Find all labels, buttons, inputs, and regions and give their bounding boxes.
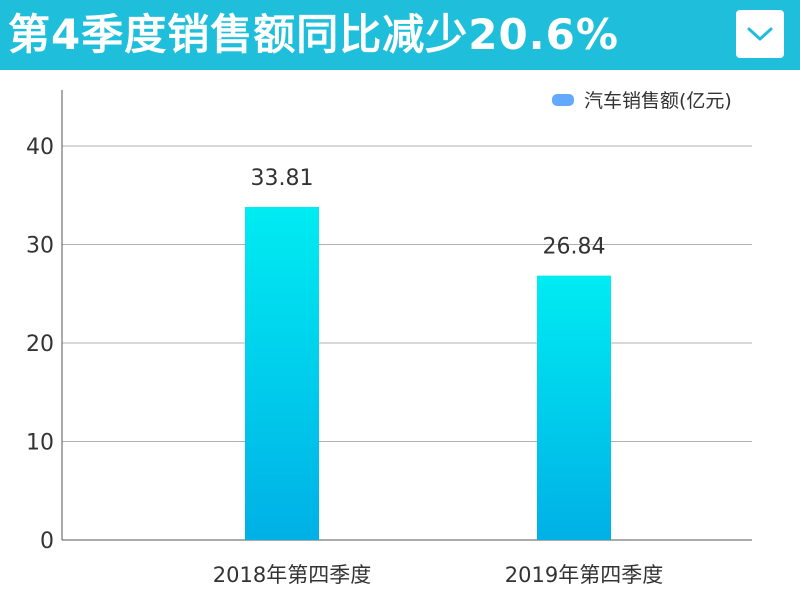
y-tick-label: 20 [26,332,54,357]
legend-label: 汽车销售额(亿元) [584,90,732,112]
title-banner: 第4季度销售额同比减少20.6% [0,0,800,70]
dropdown-button[interactable] [736,10,784,58]
x-tick-label: 2018年第四季度 [213,563,371,587]
y-tick-label: 0 [40,529,54,554]
data-label: 26.84 [543,235,606,260]
y-tick-label: 30 [26,234,54,259]
chevron-down-icon [747,27,773,41]
bar [537,275,611,540]
x-tick-label: 2019年第四季度 [505,563,663,587]
y-tick-label: 10 [26,431,54,456]
data-label: 33.81 [251,166,314,191]
y-tick-label: 40 [26,135,54,160]
legend-swatch [552,94,574,106]
bar [245,206,319,540]
bar-chart: 0 10 20 30 40 33.81 2018年第四季度 26.84 2019年第四季度 汽… [26,90,752,587]
page-title: 第4季度销售额同比减少20.6% [8,10,619,59]
